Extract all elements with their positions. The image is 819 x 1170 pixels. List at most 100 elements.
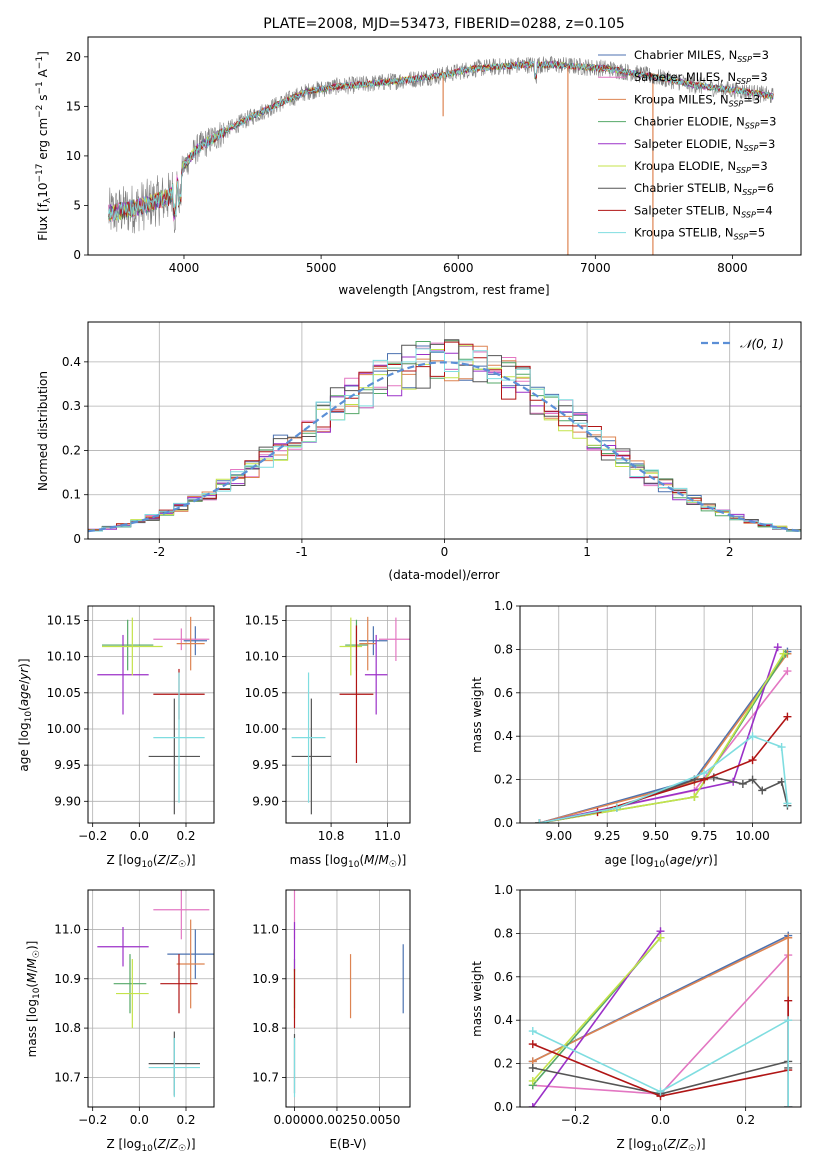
mass-vs-Z-panel: −0.2 0.0 0.2 10.7 10.8 10.9 11.0 [54, 889, 215, 1127]
weight-marker [738, 779, 747, 788]
errorbar-point [339, 617, 363, 676]
y-tick-label: 10 [66, 149, 81, 163]
y-tick-label: 11.0 [252, 922, 279, 936]
svg-text:Flux [fλ10−17 erg cm−2 s−1 A−1: Flux [fλ10−17 erg cm−2 s−1 A−1] [35, 51, 53, 241]
x-tick-label: -2 [153, 545, 165, 559]
errorbar-point [176, 616, 205, 671]
weight-marker [535, 819, 544, 823]
y-tick-label: 9.95 [252, 758, 279, 772]
y-tick-label: 15 [66, 99, 81, 113]
y-tick-label: 10.05 [47, 686, 81, 700]
weight-line [532, 937, 662, 1082]
mass-vs-ebv-xlabel: E(B-V) [329, 1137, 366, 1151]
x-tick-label: 0.0025 [316, 1113, 358, 1127]
weight-marker [612, 803, 621, 812]
spectrum-panel: 4000 5000 6000 7000 8000 0 5 10 15 20 [66, 36, 802, 275]
x-tick-label: 0.0 [651, 1113, 670, 1127]
weight-marker [528, 1103, 537, 1107]
legend-rest: =3 [760, 115, 777, 129]
y-tick-label: 10.00 [245, 722, 279, 736]
errorbar-point [148, 1037, 200, 1098]
legend-rest: =5 [748, 226, 765, 240]
errorbar-point [183, 626, 207, 656]
spectrum-lines [108, 55, 774, 255]
x-tick-label: 1 [583, 545, 591, 559]
y-tick-label: 10.8 [252, 1021, 279, 1035]
legend-sub: SSP [742, 188, 757, 197]
legend-label: Salpeter STELIB, NSSP=4 [634, 203, 773, 219]
errorbar-point [359, 626, 388, 656]
weight-marker [656, 1087, 665, 1096]
x-tick-label: 5000 [306, 261, 337, 275]
errorbar-point [102, 619, 154, 671]
errorbar-point [148, 698, 200, 815]
legend-rest: =3 [758, 137, 775, 151]
x-tick-label: 9.25 [594, 829, 621, 843]
axes-frame [519, 889, 802, 1108]
legend-rest: =3 [751, 70, 768, 84]
weight-line [532, 1018, 790, 1107]
y-tick-label: 1.0 [494, 599, 513, 613]
normal-curve [88, 361, 801, 533]
errorbar-point [102, 617, 163, 676]
x-tick-label: 10.8 [318, 829, 345, 843]
legend-label: Chabrier STELIB, NSSP=6 [634, 181, 774, 197]
legend-rest: =4 [756, 203, 773, 217]
weight-marker [779, 649, 788, 658]
y-tick-label: 0.4 [494, 1013, 513, 1027]
y-tick-label: 9.90 [252, 794, 279, 808]
x-tick-label: 8000 [717, 261, 748, 275]
y-tick-label: 0 [73, 532, 81, 546]
y-tick-label: 0.8 [494, 926, 513, 940]
y-tick-label: 20 [66, 50, 81, 64]
errorbar-point [97, 634, 149, 715]
figure-title: PLATE=2008, MJD=53473, FIBERID=0288, z=0… [263, 16, 625, 32]
legend-label: Kroupa MILES, NSSP=3 [634, 92, 760, 108]
spectrum-legend: Chabrier MILES, NSSP=3 Salpeter MILES, NS… [598, 48, 776, 242]
legend-sub: SSP [736, 166, 751, 175]
y-tick-label: 0 [73, 248, 81, 262]
x-tick-label: 11.0 [374, 829, 401, 843]
legend-sub: SSP [729, 99, 744, 108]
legend-sub: SSP [741, 210, 756, 219]
y-tick-label: 10.05 [245, 686, 279, 700]
weight-marker [748, 775, 757, 784]
weight-marker [783, 799, 792, 808]
axes-frame [285, 605, 411, 824]
x-tick-label: −0.2 [78, 1113, 107, 1127]
y-tick-label: 9.95 [54, 758, 81, 772]
weight-line [539, 670, 789, 823]
weight-marker [748, 756, 757, 765]
legend-rest: =6 [757, 181, 774, 195]
x-tick-label: 9.75 [691, 829, 718, 843]
residuals-panel: -2 -1 0 1 2 0 0.1 0.2 0.3 0.4 𝒩(0, 1) [62, 321, 802, 559]
weight-marker [784, 996, 793, 1005]
y-tick-label: 10.10 [47, 650, 81, 664]
axes-frame [87, 321, 802, 540]
weight-marker [784, 933, 793, 942]
x-tick-label: 9.00 [545, 829, 572, 843]
weight-vs-Z-panel: −0.2 0.0 0.2 0.0 0.2 0.4 0.6 0.8 1.0 [494, 883, 802, 1127]
y-tick-label: 0.6 [494, 970, 513, 984]
x-tick-label: 0.2 [176, 1113, 195, 1127]
errorbars [97, 890, 214, 1098]
legend-label: Chabrier MILES, NSSP=3 [634, 48, 769, 64]
y-tick-label: 1.0 [494, 883, 513, 897]
weight-line [539, 735, 789, 823]
legend-sub: SSP [737, 55, 752, 64]
y-tick-label: 11.0 [54, 922, 81, 936]
weight-lines [535, 643, 792, 823]
y-tick-label: 0.2 [62, 443, 81, 457]
spectrum-ylabel: Flux [fλ10−17 erg cm−2 s−1 A−1] [35, 51, 53, 241]
legend-sub: SSP [736, 77, 751, 86]
age-vs-mass-panel: 10.8 11.0 9.90 9.95 10.00 10.05 10.10 10.15 [245, 605, 411, 843]
errorbar-point [339, 625, 374, 763]
weight-vs-Z-xlabel: Z [log10(Z/Z☉)] [616, 1137, 705, 1154]
mass-vs-Z-xlabel: Z [log10(Z/Z☉)] [106, 1137, 195, 1154]
weight-marker [758, 786, 767, 795]
x-tick-label: 10.00 [735, 829, 769, 843]
spectrum-xlabel: wavelength [Angstrom, rest frame] [338, 283, 549, 297]
y-tick-label: 0.0 [494, 1100, 513, 1114]
weight-marker [777, 743, 786, 752]
errorbar-point [379, 617, 410, 661]
